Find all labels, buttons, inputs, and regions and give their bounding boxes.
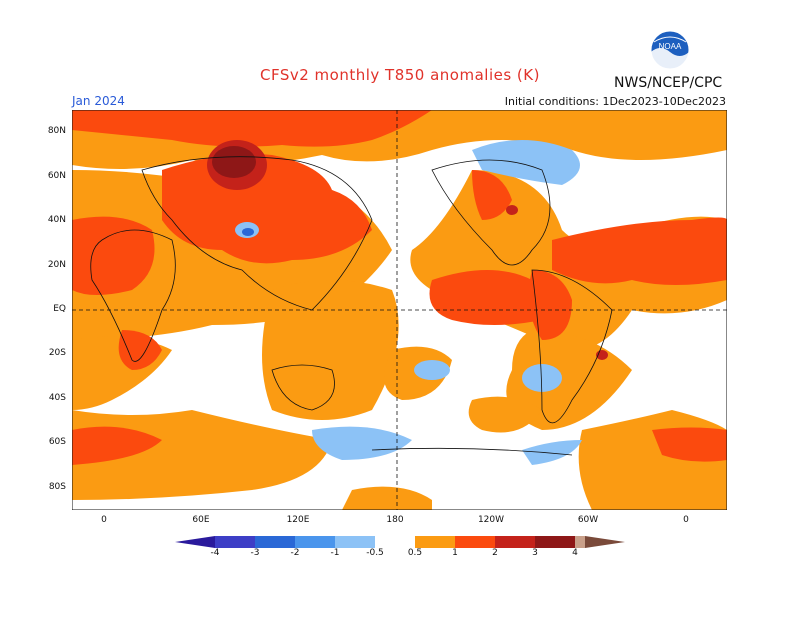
anomaly-map: [72, 110, 727, 510]
coastlines: [90, 156, 613, 456]
colorbar-segment: [575, 536, 585, 548]
colorbar-label: 0.5: [407, 548, 423, 558]
colorbar-segment: [415, 536, 455, 548]
colorbar-label: 3: [532, 548, 538, 558]
lon-label: 60W: [577, 515, 599, 525]
colorbar-label: -2: [290, 548, 300, 558]
colorbar-segment: [535, 536, 575, 548]
lon-label: 120W: [477, 515, 505, 525]
lon-label: 180: [386, 515, 404, 525]
colorbar-segment: [335, 536, 375, 548]
anomaly-blue: [235, 140, 582, 465]
lat-label: 80S: [48, 482, 66, 492]
lat-label: 60N: [47, 171, 66, 181]
lat-label: EQ: [53, 304, 66, 314]
lon-label: 0: [683, 515, 689, 525]
colorbar: [175, 536, 625, 548]
colorbar-segment: [255, 536, 295, 548]
colorbar-arrow-left: [175, 536, 215, 548]
lat-label: 60S: [48, 437, 66, 447]
colorbar-label: -4: [210, 548, 220, 558]
lat-label: 80N: [47, 126, 66, 136]
agency-label: NWS/NCEP/CPC: [614, 75, 723, 91]
valid-month: Jan 2024: [72, 94, 125, 108]
colorbar-label: -1: [330, 548, 340, 558]
colorbar-segment: [295, 536, 335, 548]
anomaly-darkest-red: [212, 146, 256, 178]
anomaly-dark-blue: [242, 228, 254, 236]
lon-label: 120E: [286, 515, 310, 525]
colorbar-segment: [375, 536, 415, 548]
lat-label: 40S: [48, 393, 66, 403]
colorbar-arrow-right: [585, 536, 625, 548]
logo-text: NOAA: [659, 42, 682, 51]
colorbar-label: -0.5: [366, 548, 384, 558]
lat-label: 20N: [47, 260, 66, 270]
colorbar-label: -3: [250, 548, 260, 558]
colorbar-label: 2: [492, 548, 498, 558]
lon-label: 60E: [192, 515, 210, 525]
colorbar-label: 1: [452, 548, 458, 558]
lon-label: 0: [101, 515, 107, 525]
initial-conditions: Initial conditions: 1Dec2023-10Dec2023: [504, 95, 726, 108]
lat-label: 40N: [47, 215, 66, 225]
colorbar-segment: [215, 536, 255, 548]
colorbar-segment: [455, 536, 495, 548]
colorbar-segment: [495, 536, 535, 548]
noaa-logo: NOAA: [650, 30, 690, 70]
colorbar-label: 4: [572, 548, 578, 558]
lat-label: 20S: [48, 348, 66, 358]
map-title: CFSv2 monthly T850 anomalies (K): [260, 66, 540, 84]
